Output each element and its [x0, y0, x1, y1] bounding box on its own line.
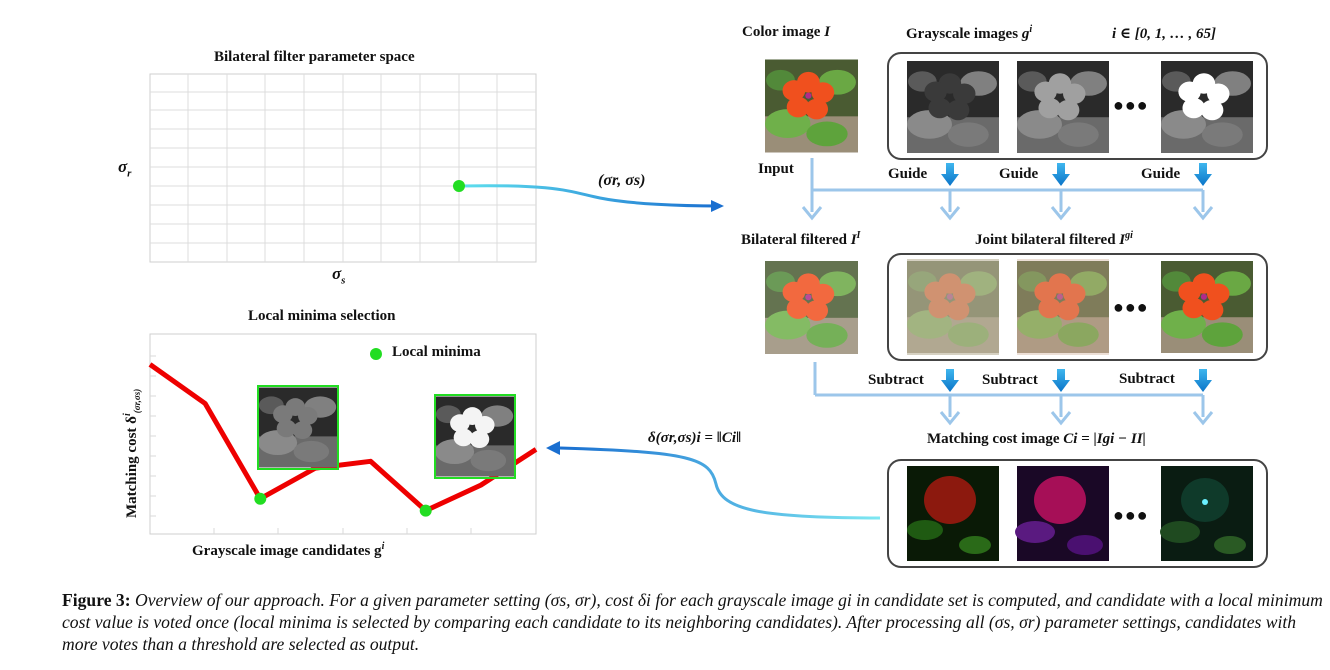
caption-head: Figure 3: [62, 590, 131, 610]
guide-label-2: Guide [999, 166, 1039, 182]
grayscale-images-label: Grayscale images gi [906, 24, 1033, 42]
cost-ellipsis: ●●● [1113, 505, 1149, 525]
cost-curve-line [148, 362, 538, 514]
input-flow-lines [810, 158, 1205, 417]
subtract-label-2: Subtract [982, 372, 1038, 388]
diagram-canvas [148, 52, 1268, 568]
cost-images-group [887, 459, 1268, 568]
param-to-pipeline-arrow [458, 184, 721, 208]
subtract-label-1: Subtract [868, 372, 924, 388]
guide-label-1: Guide [888, 166, 928, 182]
joint-thumb-3 [1161, 261, 1253, 353]
subtract-label-3: Subtract [1119, 371, 1175, 387]
minima-x-label: Grayscale image candidates gi [192, 541, 385, 559]
guide-label-3: Guide [1141, 166, 1181, 182]
joint-ellipsis: ●●● [1113, 297, 1149, 317]
legend-marker [370, 348, 382, 360]
grayscale-ellipsis: ●●● [1113, 95, 1149, 115]
joint-thumb-1 [907, 259, 999, 355]
minima-y-label: Matching cost δi(σr,σs) [122, 388, 142, 518]
color-image-thumbnail [765, 59, 858, 153]
param-space-gridlines [150, 74, 536, 262]
param-point-marker [453, 180, 465, 192]
minima-chart-title: Local minima selection [248, 308, 396, 324]
local-minimum-marker-1 [254, 492, 267, 505]
cost-thumb-2 [1015, 466, 1109, 561]
grayscale-thumb-3 [1161, 61, 1253, 153]
grayscale-images-group [887, 52, 1268, 160]
param-space-title: Bilateral filter parameter space [214, 49, 415, 65]
flow-arrowheads [801, 206, 1214, 426]
input-label: Input [758, 161, 794, 177]
cost-image-label: Matching cost image Ci = |Igi − II| [927, 431, 1146, 447]
index-range-label: i ∈ [0, 1, … , 65] [1112, 26, 1217, 42]
color-image-label: Color image I [742, 24, 831, 40]
joint-filtered-label: Joint bilateral filtered Igi [975, 230, 1133, 248]
bilateral-filtered-label: Bilateral filtered II [741, 230, 861, 248]
param-space-x-label: σs [332, 264, 346, 287]
minima-legend-label: Local minima [392, 344, 481, 360]
param-space-y-label: σr [118, 157, 132, 180]
minima-series [148, 362, 538, 517]
cost-to-minima-arrow [559, 446, 881, 520]
guide-arrows [941, 163, 1212, 186]
local-minimum-marker-2 [419, 504, 432, 517]
minima-chart-ticks [150, 355, 472, 534]
joint-filtered-group [887, 253, 1268, 361]
grayscale-thumb-2 [1017, 61, 1109, 153]
bilateral-filtered-thumbnail [765, 261, 858, 354]
param-arrow-label: (σr, σs) [598, 172, 646, 189]
cost-arrow-label: δ(σr,σs)i = ‖Ci‖ [648, 430, 742, 446]
candidate-thumbnail-2 [434, 394, 516, 479]
subtract-arrows [941, 369, 1212, 392]
grayscale-thumb-1 [907, 61, 999, 153]
param-arrow-head [711, 200, 724, 212]
joint-thumb-2 [1017, 259, 1109, 355]
cost-thumb-3 [1160, 466, 1253, 561]
figure-caption: Figure 3: Overview of our approach. For … [62, 589, 1324, 655]
caption-body: Overview of our approach. For a given pa… [62, 590, 1323, 654]
candidate-thumbnail-1 [257, 385, 339, 470]
cost-arrow-head [546, 441, 560, 455]
cost-thumb-1 [907, 466, 999, 561]
